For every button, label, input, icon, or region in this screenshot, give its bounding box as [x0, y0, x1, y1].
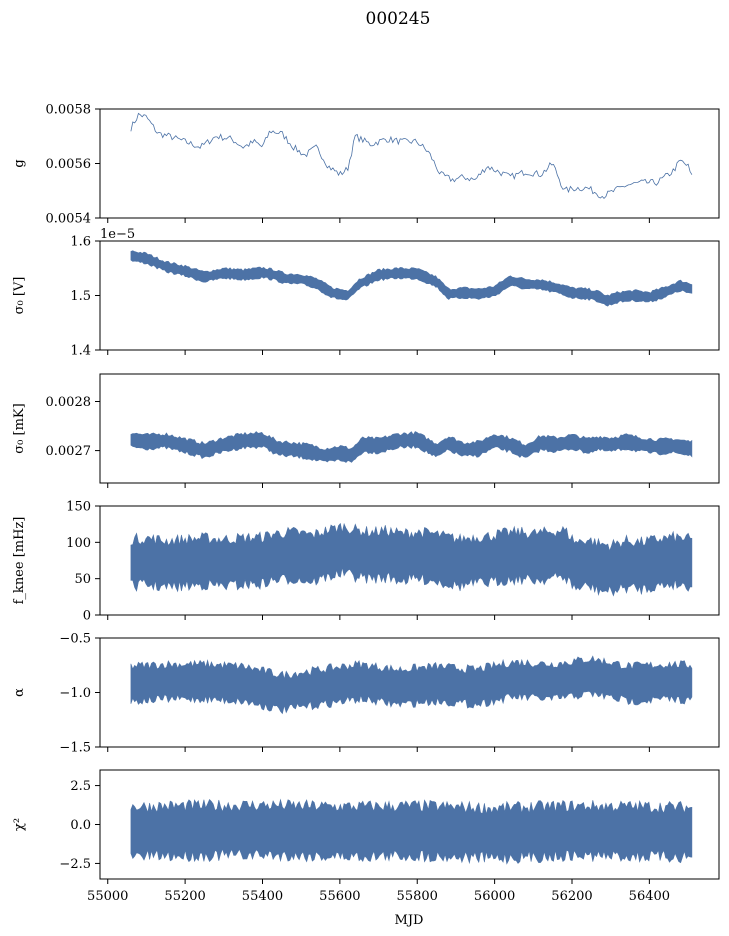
- series-fknee-band: [130, 522, 693, 597]
- y-tick-label: 100: [66, 536, 91, 551]
- y-axis-label-sigma0mK: σ₀ [mK]: [12, 403, 27, 453]
- y-tick-label: 2.5: [70, 779, 91, 794]
- y-axis-label-g: g: [12, 159, 27, 167]
- y-tick-label: 0.0028: [46, 395, 92, 410]
- y-tick-label: 1.6: [70, 235, 91, 250]
- figure-title: 000245: [366, 9, 431, 29]
- y-axis-label-chi2: χ²: [12, 818, 27, 831]
- y-axis-label-sigma0V: σ₀ [V]: [12, 277, 27, 315]
- panels-group: 0.0054 0.0056 0.0058 g 1.4 1.5 1.6 1e−5 σ₀ [V] 0.…: [12, 103, 720, 904]
- series-sigma0mK-band: [130, 431, 693, 463]
- panel-chi2: −2.5 0.0 2.5 55000 55200 55400 55600 55800 56000…: [12, 769, 720, 904]
- panel-alpha: −1.5 −1.0 −0.5 α: [12, 632, 720, 756]
- x-tick-label: 56000: [474, 889, 515, 904]
- x-axis-label: MJD: [395, 913, 424, 928]
- y-tick-label: −0.5: [59, 632, 91, 647]
- x-tick-label: 55800: [397, 889, 438, 904]
- panel-fknee: 0 50 100 150 f_knee [mHz]: [12, 500, 720, 624]
- series-g-line: [130, 112, 693, 199]
- y-tick-label: 1.4: [70, 344, 91, 359]
- y-axis-label-alpha: α: [12, 688, 27, 697]
- x-tick-label: 56200: [551, 889, 592, 904]
- x-tick-label: 56400: [629, 889, 670, 904]
- y-tick-label: −1.5: [59, 741, 91, 756]
- x-tick-label: 55200: [164, 889, 205, 904]
- panel-sigma0mK: 0.0027 0.0028 σ₀ [mK]: [12, 373, 720, 488]
- y-tick-label: 0.0056: [46, 157, 92, 172]
- series-alpha-band: [130, 655, 693, 715]
- panel-frame: [99, 373, 720, 484]
- y-tick-label: 0.0054: [46, 212, 92, 227]
- y-tick-label: 1.5: [70, 289, 91, 304]
- y-axis-label-fknee: f_knee [mHz]: [12, 517, 27, 605]
- x-tick-label: 55600: [319, 889, 360, 904]
- series-sigma0V-band: [130, 250, 693, 307]
- y-tick-label: 0.0: [70, 818, 91, 833]
- x-tick-label: 55000: [87, 889, 128, 904]
- series-chi2-band: [130, 798, 693, 865]
- y-tick-label: 0: [83, 609, 91, 624]
- y-offset-text: 1e−5: [100, 227, 135, 242]
- y-tick-label: 150: [66, 500, 91, 515]
- panel-g: 0.0054 0.0056 0.0058 g: [12, 103, 720, 227]
- panel-frame: [99, 108, 720, 219]
- y-tick-label: 50: [74, 572, 91, 587]
- x-tick-label: 55400: [242, 889, 283, 904]
- panel-frame: [99, 505, 720, 616]
- panel-sigma0V: 1.4 1.5 1.6 1e−5 σ₀ [V]: [12, 227, 720, 359]
- y-tick-label: −2.5: [59, 857, 91, 872]
- y-tick-label: −1.0: [59, 686, 91, 701]
- y-tick-label: 0.0058: [46, 103, 92, 118]
- y-tick-label: 0.0027: [46, 444, 92, 459]
